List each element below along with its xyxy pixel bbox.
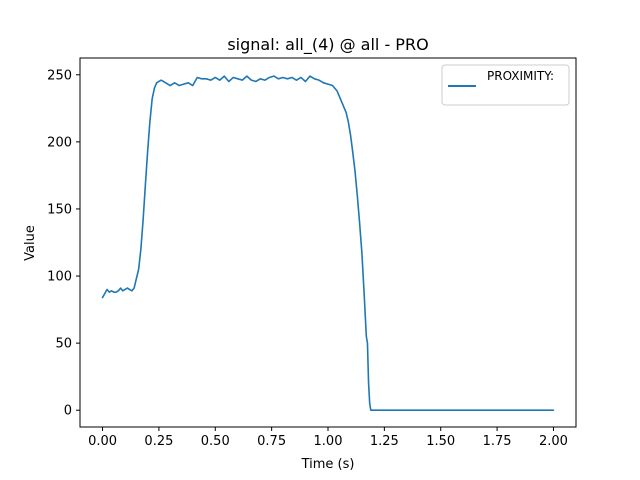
y-tick-label: 200 <box>47 135 72 150</box>
plot-area <box>80 58 576 427</box>
series-line-proximity <box>101 75 555 412</box>
x-tick-label: 1.75 <box>483 434 512 449</box>
legend-box <box>441 64 570 106</box>
legend-label-proximity: PROXIMITY: <box>487 69 554 83</box>
x-tick-label: 1.50 <box>426 434 455 449</box>
y-tick-label: 0 <box>64 404 72 419</box>
x-tick-label: 0.50 <box>201 434 230 449</box>
y-tick-label: 100 <box>47 270 72 285</box>
x-tick-label: 1.25 <box>370 434 399 449</box>
x-tick-label: 0.75 <box>257 434 286 449</box>
chart-title: signal: all_(4) @ all - PRO <box>227 35 428 55</box>
legend: PROXIMITY: <box>441 64 570 106</box>
x-tick-label: 0.25 <box>144 434 173 449</box>
x-tick-label: 2.00 <box>539 434 568 449</box>
y-tick-label: 250 <box>47 68 72 83</box>
x-tick-label: 1.00 <box>314 434 343 449</box>
plot-frame <box>79 57 577 428</box>
y-axis-title: Value <box>23 225 38 261</box>
y-tick-label: 150 <box>47 202 72 217</box>
x-tick-label: 0.00 <box>88 434 117 449</box>
x-axis-title: Time (s) <box>301 457 355 472</box>
y-tick-label: 50 <box>55 337 72 352</box>
